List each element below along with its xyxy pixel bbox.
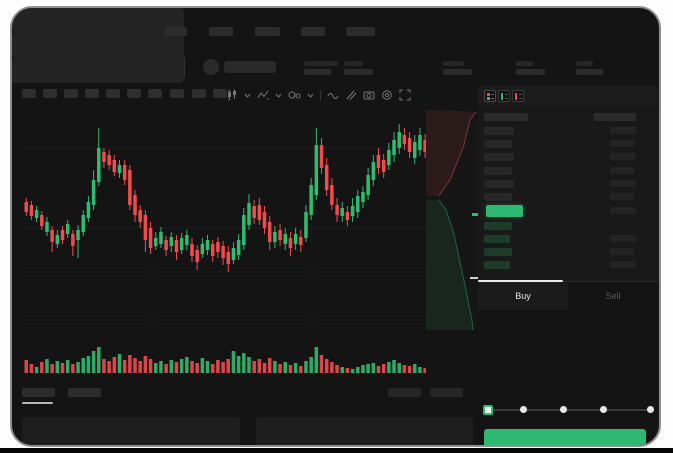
ask-amount-placeholder[interactable] [610,153,636,160]
pair-name-placeholder [224,61,276,73]
slider-stop[interactable] [646,406,654,413]
active-tab-indicator [478,280,563,282]
last-price-badge[interactable] [486,205,523,217]
ask-amount-placeholder[interactable] [610,193,634,200]
chart-toolbar [226,88,416,102]
line-type-icon[interactable] [327,89,339,101]
ask-amount-placeholder[interactable] [610,167,634,174]
book-split-view-icon[interactable] [484,90,496,102]
ticker-stat-label [576,61,593,66]
ticker-stat-value [576,69,603,75]
candlestick-chart[interactable] [22,110,427,345]
timeframe-button[interactable] [148,89,162,98]
depth-chart[interactable] [426,110,478,331]
settings-icon[interactable] [381,89,393,101]
okx-app-window: OKX Spot Trading [10,6,661,447]
timeframe-button[interactable] [192,89,206,98]
bid-price-placeholder[interactable] [484,222,512,230]
book-asks-view-icon[interactable] [512,90,524,102]
ask-price-placeholder[interactable] [484,180,514,188]
candlestick-style-icon[interactable] [226,89,238,101]
timeframe-button[interactable] [85,89,99,98]
slider-stop[interactable] [599,406,607,413]
ask-price-placeholder[interactable] [484,193,512,201]
timeframe-button[interactable] [64,89,78,98]
draw-icon[interactable] [345,89,357,101]
nav-item-placeholder[interactable] [255,27,280,36]
toolbar-divider [320,89,321,101]
orderbook-col-header [484,113,528,121]
book-bids-view-icon[interactable] [498,90,510,102]
bid-price-placeholder[interactable] [484,261,510,269]
screen-bottom-bezel [0,448,673,453]
ask-price-placeholder[interactable] [484,153,514,161]
bid-price-placeholder[interactable] [484,235,510,243]
bottom-action-placeholder[interactable] [430,388,463,397]
timeframe-button[interactable] [22,89,36,98]
bottom-panel [256,417,473,445]
indicators-icon[interactable] [257,89,269,101]
nav-item-placeholder[interactable] [209,27,233,36]
timeframe-button[interactable] [213,89,227,98]
ask-amount-placeholder[interactable] [610,180,636,187]
slider-handle[interactable] [483,405,493,415]
ticker-stat-value [304,69,331,75]
ask-price-placeholder[interactable] [484,167,512,175]
timeframe-button[interactable] [43,89,57,98]
nav-item-placeholder[interactable] [165,27,187,36]
fullscreen-icon[interactable] [399,89,411,101]
order-form-input[interactable] [12,58,184,83]
bottom-panel [22,417,240,445]
bid-amount-placeholder[interactable] [610,248,634,255]
ticker-stat-label [304,61,338,66]
bid-amount-placeholder[interactable] [610,261,636,268]
buy-submit-button[interactable] [484,429,646,445]
tab-buy[interactable]: Buy [478,282,568,310]
ask-price-placeholder[interactable] [484,140,512,148]
timeframe-button[interactable] [170,89,184,98]
ask-amount-placeholder[interactable] [610,207,636,214]
ticker-stat-value [443,69,472,75]
order-form-input[interactable] [12,8,184,33]
tabs-divider [478,281,659,282]
slider-stop[interactable] [559,406,567,413]
volume-chart [22,345,427,373]
ticker-stat-label [516,61,533,66]
coin-icon [203,59,219,75]
bottom-tab-placeholder[interactable] [68,388,101,397]
slider-stop[interactable] [519,406,527,413]
bid-price-placeholder[interactable] [484,248,512,256]
ask-price-placeholder[interactable] [484,127,514,135]
compare-icon[interactable] [288,89,301,101]
bottom-active-tab-underline [22,402,53,404]
nav-item-placeholder[interactable] [346,27,375,36]
order-form-input[interactable] [12,33,184,58]
ticker-stat-label [443,61,464,66]
timeframe-button[interactable] [127,89,141,98]
amount-slider-track[interactable] [488,409,652,411]
ticker-stat-value [344,69,373,75]
chevron-down-icon[interactable] [275,92,282,99]
camera-icon[interactable] [363,89,375,101]
bottom-tab-placeholder[interactable] [22,388,55,397]
chevron-down-icon[interactable] [307,92,314,99]
chevron-down-icon[interactable] [244,92,251,99]
timeframe-button[interactable] [106,89,120,98]
ticker-stat-label [344,61,363,66]
tab-sell[interactable]: Sell [605,291,621,301]
ticker-stat-value [516,69,545,75]
bid-amount-placeholder[interactable] [610,235,636,242]
bottom-action-placeholder[interactable] [388,388,421,397]
ask-amount-placeholder[interactable] [610,140,634,147]
orderbook-col-header [594,113,636,121]
ask-amount-placeholder[interactable] [610,127,636,134]
nav-item-placeholder[interactable] [301,27,325,36]
